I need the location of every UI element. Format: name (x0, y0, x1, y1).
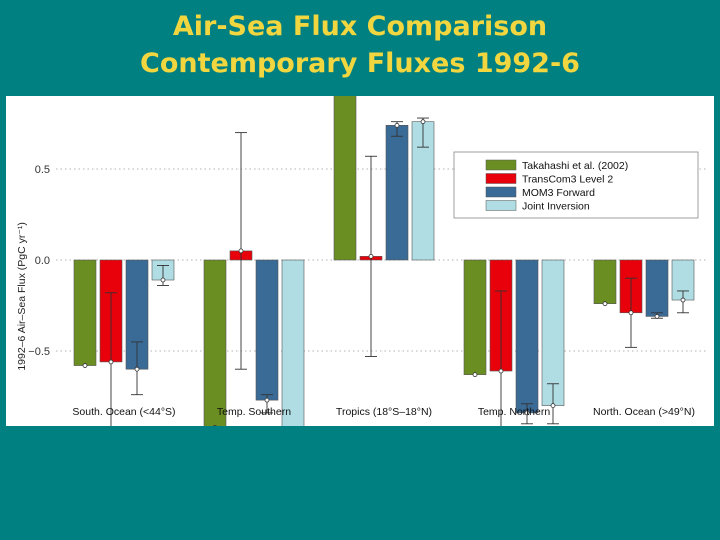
legend-swatch (485, 173, 517, 184)
y-tick-label: 0.0 (35, 255, 50, 267)
value-marker (108, 359, 114, 365)
bar (593, 259, 617, 304)
legend-entry: Takahashi et al. (2002) (522, 160, 628, 172)
category-label: Temp. Southern (217, 406, 291, 418)
bar (385, 125, 409, 261)
bar (645, 259, 669, 317)
bar (255, 259, 279, 401)
value-marker (160, 277, 166, 283)
value-marker (628, 310, 634, 316)
legend-entry: Joint Inversion (522, 201, 590, 213)
category-label: Temp. Northern (478, 406, 551, 418)
legend-swatch (485, 186, 517, 198)
bar (515, 259, 539, 414)
bar (281, 259, 305, 485)
category-label: Tropics (18°S–18°N) (336, 406, 432, 418)
value-marker (134, 366, 140, 372)
value-marker (212, 425, 218, 430)
bar (73, 259, 97, 366)
legend: Takahashi et al. (2002) TransCom3 Level 2… (453, 151, 699, 219)
legend-swatch (485, 200, 517, 211)
legend-entry: MOM3 Forward (522, 187, 595, 199)
value-marker (524, 410, 530, 416)
value-marker (82, 363, 88, 368)
value-marker (394, 122, 400, 128)
value-marker (238, 248, 244, 254)
category-label: North. Ocean (>49°N) (593, 406, 695, 418)
y-tick-label: 0.5 (35, 164, 50, 176)
legend-swatch (485, 159, 517, 171)
value-marker (680, 297, 686, 303)
bar (203, 259, 227, 428)
value-marker (602, 301, 608, 307)
value-marker (472, 372, 478, 378)
value-marker (420, 119, 426, 125)
legend-entry: TransCom3 Level 2 (522, 174, 613, 186)
value-marker (654, 314, 660, 319)
value-marker (368, 253, 374, 259)
value-marker (550, 403, 556, 409)
y-axis-label: 1992–6 Air–Sea Flux (PgC yr⁻¹) (16, 222, 28, 371)
value-marker (498, 368, 504, 374)
y-tick-label: −0.5 (28, 346, 50, 358)
bars-layer (73, 50, 695, 485)
slide-title-line-1: Air-Sea Flux Comparison (172, 11, 548, 42)
slide-title: Air-Sea Flux Comparison Contemporary Flu… (0, 8, 720, 82)
category-label: South. Ocean (<44°S) (72, 406, 175, 418)
bar (333, 50, 357, 261)
slide-title-line-2: Contemporary Fluxes 1992-6 (140, 48, 580, 79)
bar (463, 259, 487, 375)
value-marker (264, 397, 270, 403)
